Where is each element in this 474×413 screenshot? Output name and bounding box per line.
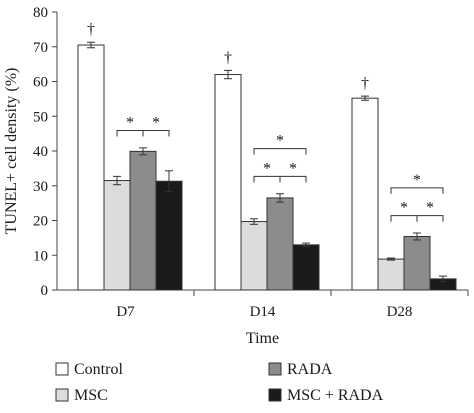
bar-control-d28 [351,97,379,291]
bar-msc-d14 [240,221,268,291]
legend-swatch [268,388,282,402]
dagger-mark-d28: † [361,75,369,92]
y-tick-label: 70 [33,40,48,56]
error-bar-rada-d14 [276,193,284,203]
y-axis-title: TUNEL+ cell density (%) [3,68,20,235]
bar-msc-d7 [103,180,131,291]
error-bar-rada-d28 [413,232,421,241]
error-bar-control-d28 [361,95,369,101]
y-tick-label: 30 [33,179,48,195]
dagger-mark-d14: † [224,49,232,66]
y-tick-label: 10 [33,248,48,264]
error-bar-msc-rada-d28 [439,275,447,283]
y-tick-label: 20 [33,214,48,230]
significance-annotations: * * * * * * * * † † † [87,21,444,222]
bar-control-d14 [214,74,242,291]
bracket-line [416,215,444,222]
significance-bracket-d14: * [253,160,281,183]
significance-star: * [413,172,421,189]
error-bar-msc-rada-d14 [302,242,310,248]
x-tick-label: D28 [387,304,413,320]
legend-item-msc: MSC [55,387,108,404]
significance-star: * [400,200,408,217]
legend-item-control: Control [55,361,123,378]
bar-msc-rada-d14 [292,244,320,291]
bracket-line [390,187,444,194]
significance-bracket-d28: * [390,200,418,222]
x-axis-title: Time [246,330,279,347]
legend-label: MSC + RADA [287,387,384,404]
error-bar-msc-d14 [250,218,258,225]
legend-label: Control [74,361,123,378]
significance-star: * [276,133,284,150]
bracket-line [279,175,307,183]
error-bar-control-d7 [87,41,95,49]
y-tick-label: 50 [33,109,48,125]
error-bar-rada-d7 [139,147,147,156]
bar-msc-rada-d7 [155,180,183,291]
legend-item-rada: RADA [268,361,333,378]
y-tick-label: 0 [41,283,49,299]
bar-rada-d28 [403,235,431,291]
bar-control-d7 [77,44,105,291]
legend-item-msc-rada: MSC + RADA [268,387,384,404]
bar-rada-d7 [129,150,157,291]
error-bar-msc-d28 [387,257,395,261]
significance-star: * [289,160,297,177]
legend-label: MSC [74,387,108,404]
x-tick-label: D14 [250,304,276,320]
axes: 0 10 20 30 40 50 60 70 80 D7 D14 D28 [33,5,469,320]
legend-label: RADA [287,361,333,378]
legend-swatch [55,362,69,376]
bar-rada-d14 [266,197,294,291]
error-bar-msc-d7 [113,175,121,186]
bracket-line [142,129,170,137]
y-tick-label: 80 [33,5,48,21]
error-bar-control-d14 [224,69,232,80]
dagger-mark-d7: † [87,21,95,38]
legend-swatch [268,362,282,376]
bracket-line [253,148,307,155]
legend-swatch [55,388,69,402]
bars [77,41,457,291]
significance-bracket-d14: * [279,160,307,183]
bar-msc-d28 [377,258,405,291]
significance-star: * [263,160,271,177]
x-tick-label: D7 [116,304,135,320]
significance-bracket-d14: * [253,133,307,155]
significance-bracket-d7: * [142,114,170,137]
significance-bracket-d28: * [416,200,444,222]
y-tick-label: 60 [33,75,48,91]
significance-bracket-d7: * [116,114,144,137]
significance-star: * [126,114,134,131]
y-tick-label: 40 [33,144,48,160]
significance-star: * [426,200,434,217]
significance-star: * [152,114,160,131]
significance-bracket-d28: * [390,172,444,194]
error-bar-msc-rada-d7 [165,170,173,193]
legend: Control MSC RADA MSC + RADA [55,361,384,404]
